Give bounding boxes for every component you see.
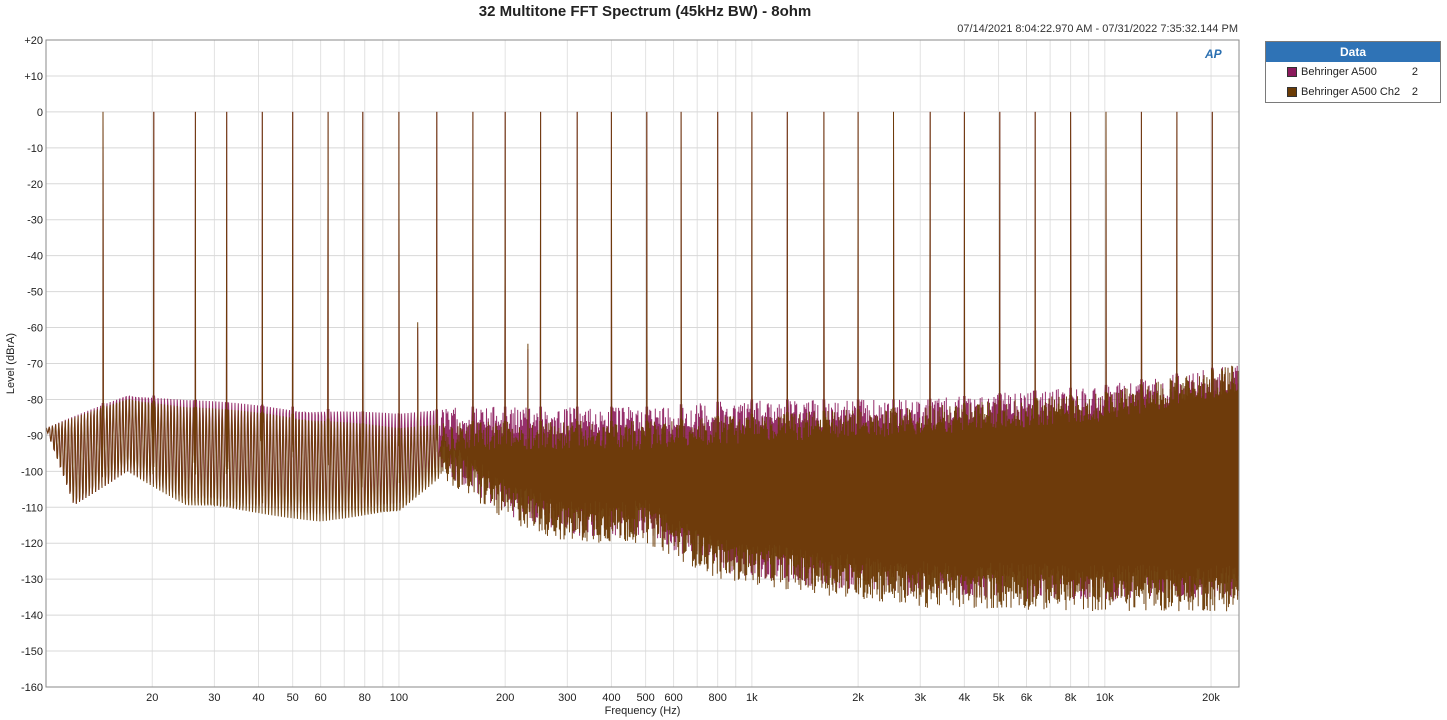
x-tick-label: 6k xyxy=(1021,692,1033,704)
x-tick-label: 10k xyxy=(1096,692,1114,704)
x-tick-label: 80 xyxy=(359,692,371,704)
ap-logo-icon: AP xyxy=(1205,47,1222,61)
x-tick-label: 3k xyxy=(914,692,926,704)
legend: Data Behringer A500 2 Behringer A500 Ch2… xyxy=(1265,41,1441,103)
x-tick-label: 40 xyxy=(252,692,264,704)
x-tick-label: 1k xyxy=(746,692,758,704)
y-tick-label: -40 xyxy=(27,251,43,263)
series-layer xyxy=(45,111,1240,612)
timestamp: 07/14/2021 8:04:22.970 AM - 07/31/2022 7… xyxy=(957,23,1238,35)
legend-swatch xyxy=(1287,87,1297,97)
legend-item-label: Behringer A500 xyxy=(1301,66,1377,78)
x-tick-label: 20 xyxy=(146,692,158,704)
y-tick-label: -70 xyxy=(27,359,43,371)
legend-header: Data xyxy=(1266,42,1440,62)
y-tick-label: -90 xyxy=(27,430,43,442)
series-line xyxy=(45,111,1240,612)
x-tick-label: 2k xyxy=(852,692,864,704)
y-tick-label: -150 xyxy=(21,646,43,658)
y-tick-label: -30 xyxy=(27,215,43,227)
x-tick-label: 60 xyxy=(315,692,327,704)
y-tick-label: +20 xyxy=(24,35,43,47)
legend-item-channel: 2 xyxy=(1411,66,1418,78)
x-tick-label: 50 xyxy=(287,692,299,704)
x-axis-label: Frequency (Hz) xyxy=(605,705,681,717)
x-tick-label: 30 xyxy=(208,692,220,704)
legend-item[interactable]: Behringer A500 Ch2 2 xyxy=(1266,82,1440,102)
y-tick-label: -130 xyxy=(21,574,43,586)
x-tick-label: 8k xyxy=(1065,692,1077,704)
y-tick-label: -80 xyxy=(27,394,43,406)
x-tick-label: 100 xyxy=(390,692,408,704)
y-tick-label: -20 xyxy=(27,179,43,191)
chart-title: 32 Multitone FFT Spectrum (45kHz BW) - 8… xyxy=(478,3,812,20)
y-tick-label: 0 xyxy=(37,107,43,119)
y-tick-label: +10 xyxy=(24,71,43,83)
y-tick-label: -140 xyxy=(21,610,43,622)
x-tick-label: 200 xyxy=(496,692,514,704)
x-tick-label: 800 xyxy=(708,692,726,704)
tick-labels: 20 30 40 50 60 80 100 200 300 400 500 600 800 1k 2k 3k 4… xyxy=(21,35,1220,704)
y-tick-label: -10 xyxy=(27,143,43,155)
y-axis-label: Level (dBrA) xyxy=(5,333,17,394)
y-tick-label: -100 xyxy=(21,466,43,478)
y-tick-label: -120 xyxy=(21,538,43,550)
x-tick-label: 600 xyxy=(664,692,682,704)
y-tick-label: -50 xyxy=(27,287,43,299)
x-tick-label: 20k xyxy=(1202,692,1220,704)
y-tick-label: -110 xyxy=(22,502,43,514)
x-tick-label: 500 xyxy=(636,692,654,704)
legend-item-label: Behringer A500 Ch2 xyxy=(1301,86,1401,98)
x-tick-label: 4k xyxy=(959,692,971,704)
x-tick-label: 400 xyxy=(602,692,620,704)
y-tick-label: -160 xyxy=(21,682,43,694)
legend-item[interactable]: Behringer A500 2 xyxy=(1266,62,1440,82)
x-tick-label: 300 xyxy=(558,692,576,704)
plot-frame xyxy=(45,39,1240,688)
x-tick-label: 5k xyxy=(993,692,1005,704)
legend-swatch xyxy=(1287,67,1297,77)
legend-item-channel: 2 xyxy=(1411,86,1418,98)
y-tick-label: -60 xyxy=(27,323,43,335)
